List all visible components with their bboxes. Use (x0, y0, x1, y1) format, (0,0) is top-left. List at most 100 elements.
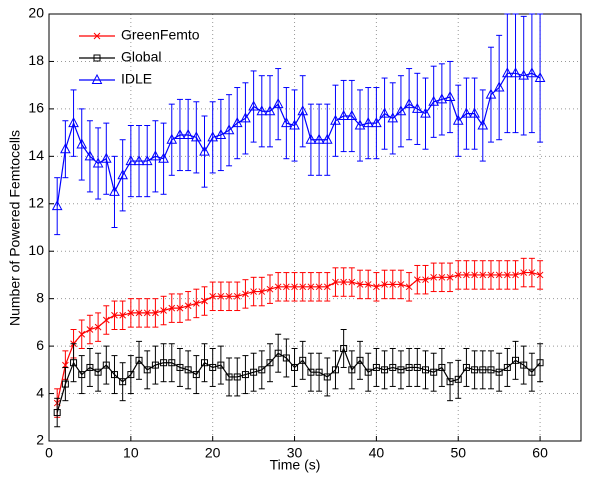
y-tick-label: 20 (28, 5, 44, 21)
data-point (291, 283, 298, 291)
data-point (119, 311, 127, 319)
data-point (223, 124, 235, 135)
data-point (446, 273, 454, 281)
data-point (76, 138, 88, 149)
data-point (184, 302, 192, 310)
data-point (133, 155, 145, 166)
error-bar (455, 84, 462, 157)
data-point (520, 269, 528, 276)
error-bar (103, 122, 110, 195)
data-point (305, 133, 317, 144)
data-point (503, 363, 511, 371)
error-bar (111, 355, 118, 395)
error-bar (275, 68, 282, 141)
data-point (364, 281, 372, 288)
data-point (119, 378, 127, 386)
data-point (452, 114, 464, 125)
error-bar (389, 82, 396, 155)
error-bar (62, 120, 69, 179)
y-tick-label: 14 (28, 147, 44, 163)
data-point (100, 152, 112, 163)
x-axis-label: Time (s) (270, 457, 321, 473)
error-bar (168, 343, 175, 383)
data-point (289, 119, 300, 130)
error-bar (209, 347, 216, 387)
data-point (233, 292, 241, 300)
data-point (110, 371, 118, 379)
error-bar (234, 87, 241, 160)
data-point (397, 281, 405, 288)
data-point (274, 283, 282, 291)
data-point (127, 371, 135, 379)
data-point (160, 359, 168, 367)
data-point (463, 271, 470, 279)
data-point (528, 368, 536, 376)
data-point (313, 133, 325, 144)
data-point (217, 361, 225, 369)
data-point (274, 349, 282, 357)
data-point (477, 119, 489, 130)
y-tick-label: 6 (36, 337, 44, 353)
data-point (152, 309, 159, 317)
data-point (250, 368, 258, 376)
error-bar (537, 13, 544, 143)
data-point (182, 128, 194, 139)
data-point (109, 185, 120, 196)
data-point (70, 359, 78, 367)
data-point (520, 361, 528, 369)
data-point (485, 88, 497, 99)
data-point (487, 271, 495, 279)
data-point (282, 354, 290, 362)
data-point (209, 363, 217, 371)
error-bar (447, 362, 454, 402)
data-point (160, 307, 167, 314)
error-bar (406, 68, 413, 141)
error-bar (217, 98, 224, 172)
data-point (526, 67, 538, 78)
error-bar (136, 340, 143, 380)
error-bar (389, 347, 396, 387)
data-point (102, 361, 110, 369)
error-bar (136, 124, 143, 198)
data-point (413, 363, 421, 371)
data-point (111, 311, 118, 319)
data-point (51, 200, 63, 211)
x-tick-label: 60 (532, 445, 548, 461)
data-point (53, 409, 61, 417)
data-point (438, 363, 446, 371)
error-bar (127, 124, 134, 198)
data-point (241, 371, 249, 379)
error-bar (447, 60, 454, 134)
data-point (405, 363, 413, 371)
error-bar (357, 89, 364, 162)
error-bar (397, 75, 404, 148)
error-bar (95, 127, 102, 200)
data-point (469, 107, 480, 118)
error-bar (193, 355, 200, 395)
data-point (84, 150, 96, 161)
error-bar (324, 357, 331, 397)
error-bar (283, 338, 290, 378)
error-bar (504, 347, 511, 387)
data-point (150, 150, 161, 161)
error-bar (463, 77, 470, 150)
data-point (158, 152, 169, 163)
error-bar (479, 350, 486, 390)
data-point (258, 288, 266, 295)
data-point (315, 368, 323, 376)
error-bar (422, 77, 429, 150)
data-point (248, 100, 259, 111)
data-point (323, 283, 331, 291)
y-tick-label: 18 (28, 52, 44, 68)
error-bar (381, 350, 388, 390)
error-bar (340, 329, 347, 368)
error-bar (537, 343, 544, 383)
data-point (143, 366, 151, 374)
data-point (258, 366, 266, 374)
error-bar (54, 397, 61, 428)
error-bar (307, 352, 314, 392)
error-bar (487, 350, 494, 390)
x-tick-label: 10 (123, 445, 139, 461)
error-bar (152, 120, 159, 193)
error-bar (258, 350, 265, 390)
